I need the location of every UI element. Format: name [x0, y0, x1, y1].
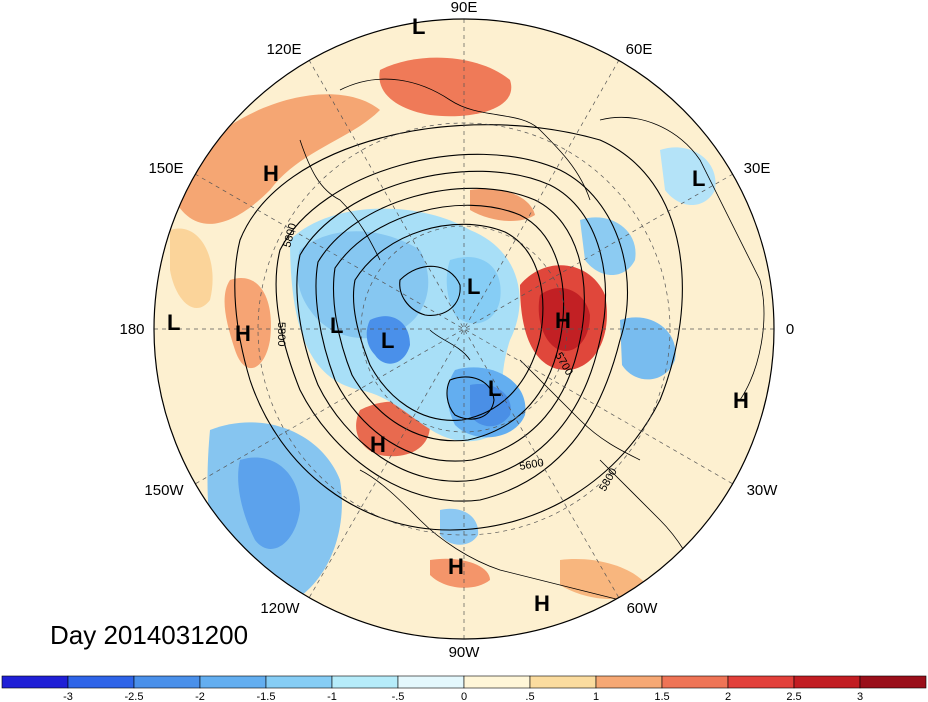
colorbar-swatch [199, 675, 267, 689]
high-pressure-marker: H [448, 554, 464, 579]
lon-label-60e: 60E [626, 41, 653, 58]
colorbar-tick-label: 2.5 [786, 691, 801, 702]
colorbar-tick-label: -1 [327, 691, 337, 702]
lon-label-30w: 30W [747, 482, 779, 499]
colorbar-swatch [727, 675, 795, 689]
map-title: Day 2014031200 [50, 620, 249, 650]
high-pressure-marker: H [555, 308, 571, 333]
colorbar-labels: -3 -2.5 -2 -1.5 -1 -.5 0 .5 1 1.5 2 2.5 3 [63, 691, 863, 702]
lon-label-180: 180 [119, 321, 144, 338]
colorbar: -3 -2.5 -2 -1.5 -1 -.5 0 .5 1 1.5 2 2.5 3 [1, 675, 927, 702]
lon-label-90e: 90E [451, 0, 478, 16]
height-contours [234, 124, 683, 531]
colorbar-tick-label: -.5 [392, 691, 405, 702]
high-pressure-marker: H [235, 321, 251, 346]
colorbar-swatch [133, 675, 201, 689]
lon-label-0: 0 [786, 321, 794, 338]
lon-label-120e: 120E [266, 41, 301, 58]
colorbar-swatch [661, 675, 729, 689]
lon-label-30e: 30E [744, 160, 771, 177]
high-pressure-marker: H [370, 432, 386, 457]
lon-label-60w: 60W [627, 600, 659, 617]
colorbar-swatch [397, 675, 465, 689]
low-pressure-marker: L [330, 313, 343, 338]
low-pressure-marker: L [381, 328, 394, 353]
colorbar-swatch [529, 675, 597, 689]
colorbar-tick-label: -1.5 [257, 691, 276, 702]
colorbar-swatch [859, 675, 927, 689]
colorbar-swatch [67, 675, 135, 689]
contour-label: 5600 [518, 457, 544, 473]
contour-label: 5800 [275, 322, 287, 346]
colorbar-tick-label: 0 [461, 691, 467, 702]
colorbar-tick-label: .5 [525, 691, 534, 702]
lon-label-120w: 120W [260, 600, 300, 617]
high-pressure-marker: H [534, 591, 550, 616]
graticule [154, 19, 774, 639]
low-pressure-marker: L [692, 166, 705, 191]
colorbar-swatches [1, 675, 927, 689]
lon-label-90w: 90W [449, 644, 481, 661]
colorbar-swatch [463, 675, 531, 689]
colorbar-swatch [595, 675, 663, 689]
low-pressure-marker: L [167, 310, 180, 335]
colorbar-tick-label: 2 [725, 691, 731, 702]
low-pressure-marker: L [467, 274, 480, 299]
colorbar-swatch [1, 675, 69, 689]
colorbar-swatch [265, 675, 333, 689]
lon-label-150w: 150W [144, 482, 184, 499]
colorbar-tick-label: 1 [593, 691, 599, 702]
colorbar-swatch [331, 675, 399, 689]
low-pressure-marker: L [412, 14, 425, 39]
colorbar-tick-label: 3 [857, 691, 863, 702]
lon-label-150e: 150E [148, 160, 183, 177]
high-pressure-marker: H [263, 161, 279, 186]
map-boundary [153, 18, 775, 640]
high-pressure-marker: H [733, 388, 749, 413]
colorbar-swatch [793, 675, 861, 689]
colorbar-tick-label: 1.5 [654, 691, 669, 702]
colorbar-tick-label: -2 [195, 691, 205, 702]
colorbar-tick-label: -3 [63, 691, 73, 702]
colorbar-tick-label: -2.5 [125, 691, 144, 702]
low-pressure-marker: L [488, 376, 501, 401]
